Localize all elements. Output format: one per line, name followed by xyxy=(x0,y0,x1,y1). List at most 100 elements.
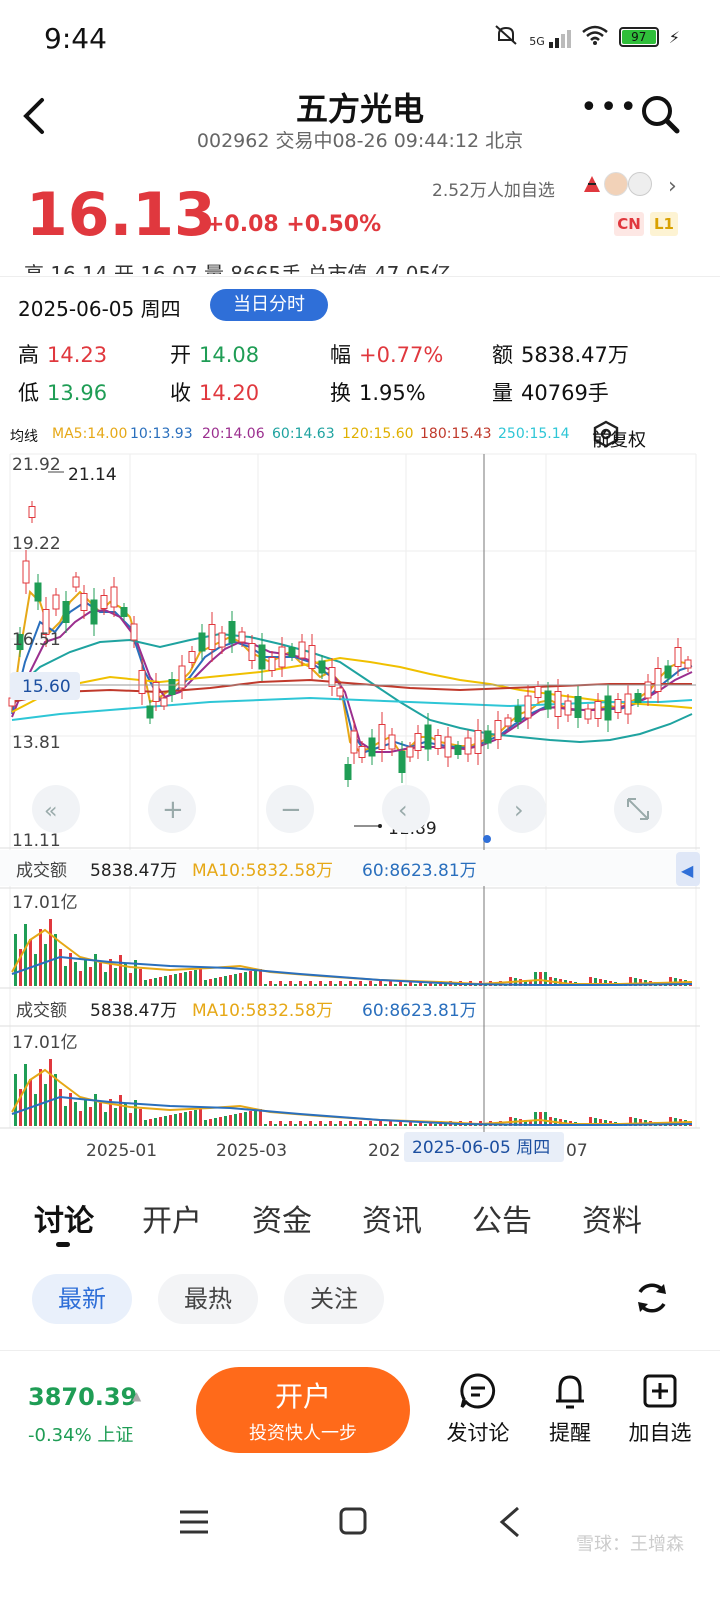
index-value[interactable]: 3870.39 xyxy=(28,1383,138,1411)
volume-bar xyxy=(119,955,122,986)
volume-bar xyxy=(264,1124,267,1126)
back-button[interactable] xyxy=(22,96,46,143)
volume-bar xyxy=(234,974,237,986)
volume-bar xyxy=(519,979,522,986)
volume-bar xyxy=(274,1124,277,1126)
candle-body xyxy=(474,730,482,754)
candle-body xyxy=(288,647,296,657)
candle-body xyxy=(534,686,542,698)
candle-body xyxy=(168,679,176,695)
candle-body xyxy=(564,700,572,716)
post-discussion-button[interactable]: 发讨论 xyxy=(438,1371,518,1447)
price-change: +0.08 +0.50% xyxy=(206,212,382,237)
volume-bar xyxy=(174,1114,177,1126)
avatar xyxy=(580,172,604,196)
volume1-top: 17.01亿 xyxy=(12,893,78,913)
volume-bar xyxy=(294,1124,297,1126)
zoom-out-button[interactable]: − xyxy=(266,785,314,833)
index-change: -0.34% 上证 xyxy=(28,1425,134,1446)
open-account-button[interactable]: 开户 投资快人一步 xyxy=(196,1367,410,1453)
add-watchlist-label: 加自选 xyxy=(628,1421,692,1445)
volume-bar xyxy=(594,1118,597,1126)
volume-bar xyxy=(309,1121,312,1126)
volume-bar xyxy=(339,981,342,986)
chevron-right-icon[interactable]: › xyxy=(668,174,677,199)
volume-bar xyxy=(94,954,97,986)
volume-bar xyxy=(149,1119,152,1126)
menu-icon[interactable] xyxy=(178,1508,210,1540)
panel-toggle-button[interactable] xyxy=(676,852,700,886)
ma250-value: 250:15.14 xyxy=(498,426,570,442)
filter-latest[interactable]: 最新 xyxy=(32,1274,132,1324)
tab-open-account[interactable]: 开户 xyxy=(142,1204,202,1239)
candle-body xyxy=(584,708,592,720)
volume-bar xyxy=(344,1124,347,1126)
more-menu-icon[interactable]: ••• xyxy=(580,90,640,125)
intraday-button[interactable]: 当日分时 xyxy=(210,289,328,321)
home-icon[interactable] xyxy=(338,1506,368,1540)
volume-bar xyxy=(404,984,407,986)
candle-body xyxy=(378,724,386,750)
volume-bar xyxy=(424,984,427,986)
ma120-value: 120:15.60 xyxy=(342,426,414,442)
tab-discussion[interactable]: 讨论 xyxy=(34,1204,94,1239)
day-turnover: 换 1.95% xyxy=(330,381,426,405)
volume-bar xyxy=(364,984,367,986)
quote-summary: 16.13 +0.08 +0.50% 2.52万人加自选 › CN L1 高 1… xyxy=(0,170,720,274)
candle-body xyxy=(160,697,168,707)
candle-body xyxy=(42,609,50,635)
candle-body xyxy=(484,730,492,744)
volume-bar xyxy=(284,1124,287,1126)
kline-chart[interactable]: 21.92 19.22 16.51 13.81 11.11 21.14 11.8… xyxy=(0,452,700,1164)
volume-bar xyxy=(164,976,167,986)
volume-bar xyxy=(669,1117,672,1126)
alert-label: 提醒 xyxy=(549,1421,591,1445)
volume-bar xyxy=(64,966,67,986)
volume-bar xyxy=(229,975,232,986)
volume-bar xyxy=(669,977,672,986)
volume-bar xyxy=(629,1117,632,1126)
back-nav-icon[interactable] xyxy=(498,1506,522,1542)
volume-bar xyxy=(369,1121,372,1126)
move-right-button[interactable]: › xyxy=(498,785,546,833)
open-account-subtitle: 投资快人一步 xyxy=(249,1423,357,1444)
volume-bar xyxy=(249,971,252,986)
volume-bar xyxy=(89,1107,92,1126)
svg-text:«: « xyxy=(44,799,57,824)
volume-bar xyxy=(589,977,592,986)
volume-bar xyxy=(164,1116,167,1126)
volume-bar xyxy=(294,984,297,986)
search-icon[interactable] xyxy=(640,94,680,134)
followers-count[interactable]: 2.52万人加自选 xyxy=(432,181,555,201)
candle-body xyxy=(406,746,414,758)
volume-bar xyxy=(159,977,162,986)
zoom-in-button[interactable]: + xyxy=(148,785,196,833)
tab-funds[interactable]: 资金 xyxy=(252,1204,312,1239)
volume-bar xyxy=(39,929,42,986)
volume-bar xyxy=(59,949,62,986)
ma250-line xyxy=(11,696,693,721)
add-watchlist-button[interactable]: 加自选 xyxy=(620,1371,700,1447)
move-left-button[interactable]: ‹ xyxy=(382,785,430,833)
volume-bar xyxy=(79,971,82,986)
tab-profile[interactable]: 资料 xyxy=(582,1204,642,1239)
filter-hot[interactable]: 最热 xyxy=(158,1274,258,1324)
candle-body xyxy=(454,745,462,755)
volume-bar xyxy=(454,1124,457,1126)
svg-text:+: + xyxy=(162,795,184,825)
price-adjust-toggle[interactable]: 前复权 xyxy=(592,418,646,451)
y-label: 19.22 xyxy=(12,534,61,554)
alert-button[interactable]: 提醒 xyxy=(530,1371,610,1447)
tab-announcements[interactable]: 公告 xyxy=(472,1204,532,1239)
chart-grid xyxy=(0,453,700,1129)
kline-chart-area[interactable]: 21.92 19.22 16.51 13.81 11.11 21.14 11.8… xyxy=(0,452,700,1164)
candle-body xyxy=(138,670,146,694)
tab-news[interactable]: 资讯 xyxy=(362,1204,422,1239)
filter-following[interactable]: 关注 xyxy=(284,1274,384,1324)
candle-body xyxy=(684,659,692,669)
zoom-out-far-button[interactable]: « xyxy=(32,785,80,833)
cn-badge: CN xyxy=(614,212,644,236)
fullscreen-button[interactable] xyxy=(614,785,662,833)
refresh-icon[interactable] xyxy=(632,1278,672,1322)
volume-bar xyxy=(29,939,32,986)
